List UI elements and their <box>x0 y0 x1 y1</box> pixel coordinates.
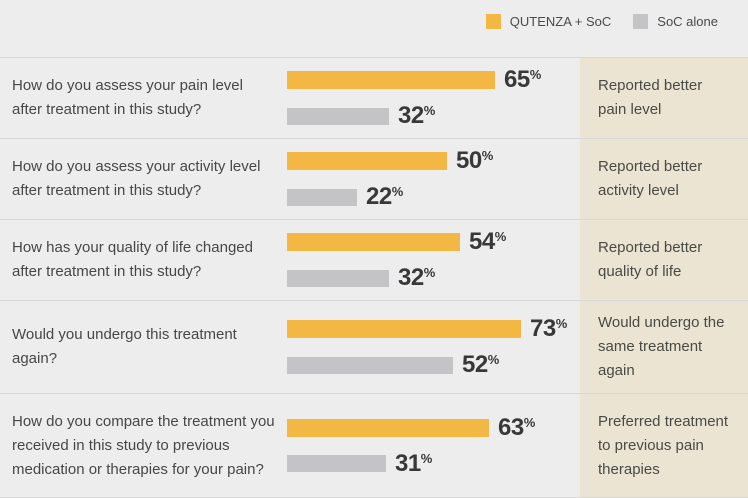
legend-label: QUTENZA + SoC <box>509 14 612 29</box>
bar-group: 65% 32% <box>287 58 580 138</box>
bar-line-soc: 31% <box>287 449 574 477</box>
value-label: 50% <box>456 147 494 174</box>
percent-sign: % <box>420 450 433 466</box>
bar-line-qutenza: 65% <box>287 68 574 92</box>
result-text: Would undergo the same treatment again <box>580 301 748 393</box>
result-text: Reported better activity level <box>580 139 748 219</box>
percent-sign: % <box>391 184 404 199</box>
bar-line-qutenza: 73% <box>287 317 574 341</box>
table-row: How do you assess your pain level after … <box>0 57 748 138</box>
bar-line-qutenza: 50% <box>287 149 574 173</box>
legend-label: SoC alone <box>657 14 718 29</box>
bar-qutenza-soc <box>287 320 521 338</box>
bar-line-soc: 52% <box>287 353 574 377</box>
percent-sign: % <box>523 414 536 430</box>
question-text: How has your quality of life changed aft… <box>12 239 253 280</box>
table-row: How has your quality of life changed aft… <box>0 219 748 300</box>
bar-soc-alone <box>287 107 389 125</box>
legend: QUTENZA + SoC SoC alone <box>0 0 748 57</box>
legend-item-soc-alone: SoC alone <box>633 14 718 29</box>
bar-qutenza-soc <box>287 71 495 89</box>
question-text: How do you assess your pain level after … <box>12 77 243 118</box>
bar-group: 73% 52% <box>287 301 580 393</box>
percent-sign: % <box>481 148 494 163</box>
value-label: 32% <box>398 264 436 291</box>
value-label: 65% <box>504 66 542 93</box>
question-text: Would you undergo this treatment again? <box>12 326 237 367</box>
bar-line-qutenza: 54% <box>287 230 574 254</box>
bar-soc-alone <box>287 356 453 374</box>
bar-line-soc: 32% <box>287 266 574 290</box>
bar-group: 50% 22% <box>287 139 580 219</box>
bar-line-soc: 22% <box>287 185 574 209</box>
table-row: Would you undergo this treatment again? … <box>0 300 748 393</box>
percent-sign: % <box>487 352 500 367</box>
legend-item-qutenza-soc: QUTENZA + SoC <box>485 14 612 29</box>
bar-line-qutenza: 63% <box>287 413 574 441</box>
question-text: How do you compare the treatment you rec… <box>12 412 275 478</box>
bar-group: 63% 31% <box>287 394 580 497</box>
percent-sign: % <box>555 316 568 331</box>
bar-qutenza-soc <box>287 418 489 437</box>
bar-soc-alone <box>287 455 386 472</box>
value-label: 63% <box>498 413 536 441</box>
question-text: How do you assess your activity level af… <box>12 158 261 199</box>
legend-swatch-yellow-icon <box>485 14 501 29</box>
bar-soc-alone <box>287 188 357 206</box>
bar-qutenza-soc <box>287 233 460 251</box>
result-text: Preferred treatment to previous pain the… <box>580 394 748 497</box>
bar-group: 54% 32% <box>287 220 580 300</box>
table-row: How do you compare the treatment you rec… <box>0 393 748 497</box>
value-label: 22% <box>366 183 404 210</box>
value-label: 31% <box>395 449 433 477</box>
percent-sign: % <box>423 265 436 280</box>
percent-sign: % <box>529 67 542 82</box>
value-label: 52% <box>462 351 500 378</box>
bar-line-soc: 32% <box>287 104 574 128</box>
legend-swatch-gray-icon <box>633 14 649 29</box>
value-label: 73% <box>530 315 568 342</box>
percent-sign: % <box>423 103 436 118</box>
table-row: How do you assess your activity level af… <box>0 138 748 219</box>
bar-qutenza-soc <box>287 152 447 170</box>
chart-rows: How do you assess your pain level after … <box>0 57 748 498</box>
percent-sign: % <box>494 229 507 244</box>
bar-soc-alone <box>287 269 389 287</box>
result-text: Reported better pain level <box>580 58 748 138</box>
value-label: 32% <box>398 102 436 129</box>
result-text: Reported better quality of life <box>580 220 748 300</box>
value-label: 54% <box>469 228 507 255</box>
